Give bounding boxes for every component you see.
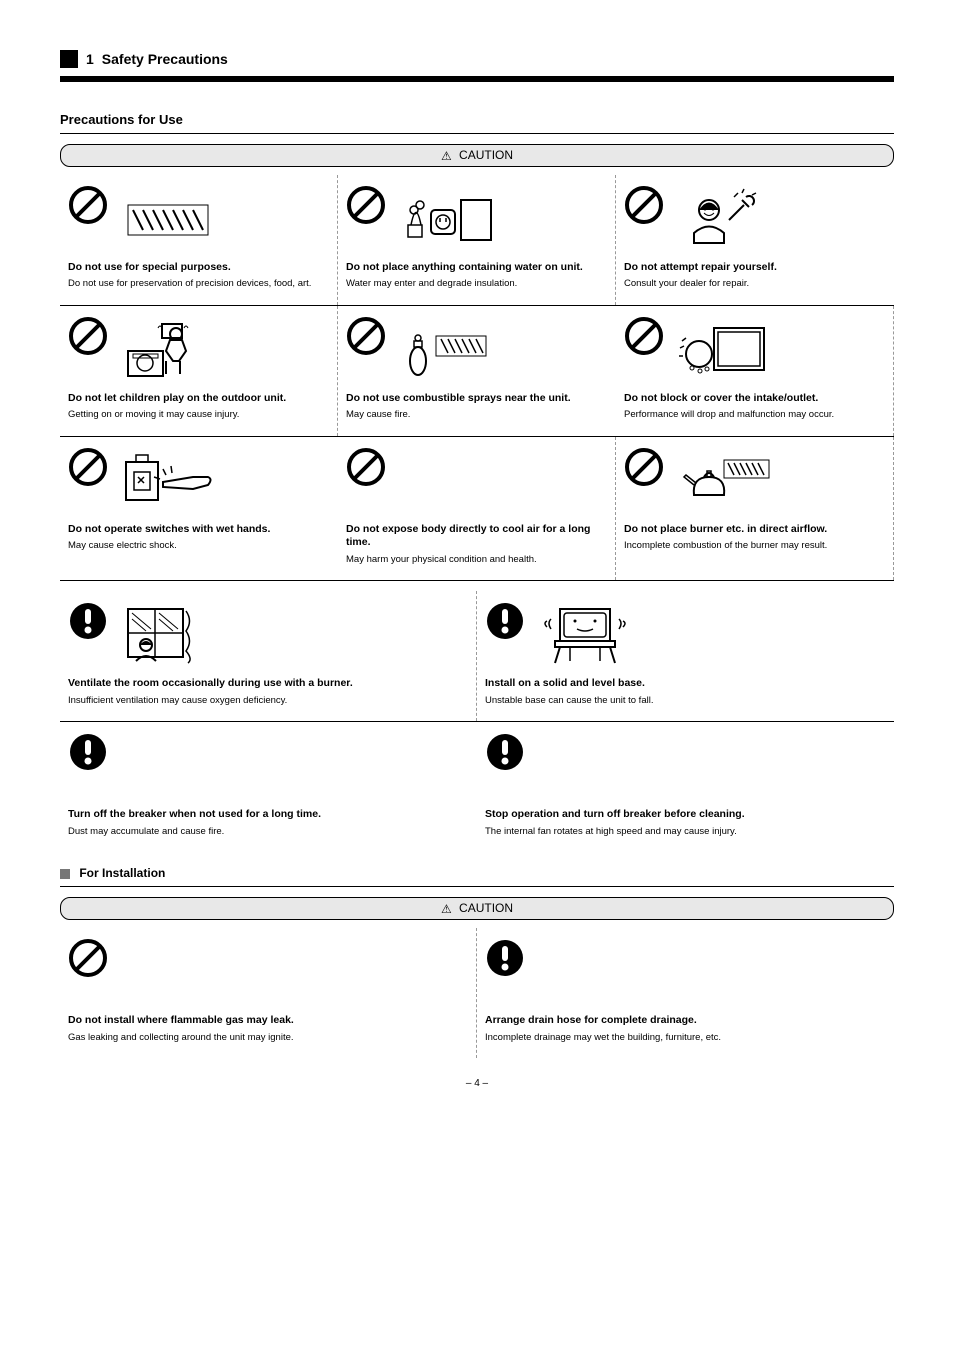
cell-body: Gas leaking and collecting around the un… [68, 1032, 468, 1044]
cell-title: Do not attempt repair yourself. [624, 261, 886, 275]
cell-title: Ventilate the room occasionally during u… [68, 677, 468, 691]
cell-title: Do not place anything containing water o… [346, 261, 607, 275]
cell-body: The internal fan rotates at high speed a… [485, 826, 886, 838]
cell-body: May harm your physical condition and hea… [346, 554, 607, 566]
section-title: Precautions for Use [60, 112, 894, 127]
cell-body: Do not use for preservation of precision… [68, 278, 329, 290]
cell-body: Consult your dealer for repair. [624, 278, 886, 290]
cell-title: Do not use for special purposes. [68, 261, 329, 275]
sub-title-text: For Installation [79, 866, 165, 880]
caution-cell: Arrange drain hose for complete drainage… [477, 928, 894, 1058]
caution-label: CAUTION [459, 148, 513, 162]
caution-cell: Do not place anything containing water o… [338, 175, 616, 305]
caution-grid-3col: Do not use for special purposes. Do not … [60, 175, 894, 581]
sub-square-icon [60, 869, 70, 879]
prohibit-icon [346, 447, 386, 487]
pictogram-unit_stand [535, 601, 635, 671]
caution-cell: Do not place burner etc. in direct airfl… [616, 437, 894, 581]
pictogram-window_person [118, 601, 218, 671]
caution-cell: Ventilate the room occasionally during u… [60, 591, 477, 721]
caution-cell: Do not block or cover the intake/outlet.… [616, 306, 894, 436]
prohibit-icon [624, 185, 664, 225]
cell-body: Incomplete drainage may wet the building… [485, 1032, 886, 1044]
caution-grid-2col-b: Do not install where flammable gas may l… [60, 928, 894, 1058]
cell-body: Incomplete combustion of the burner may … [624, 540, 885, 552]
caution-label-2: CAUTION [459, 901, 513, 915]
caution-cell: Turn off the breaker when not used for a… [60, 722, 477, 852]
cell-title: Do not install where flammable gas may l… [68, 1014, 468, 1028]
prohibit-icon [68, 447, 108, 487]
cell-body: Performance will drop and malfunction ma… [624, 409, 885, 421]
mandatory-icon [485, 732, 525, 772]
cell-title: Do not expose body directly to cool air … [346, 523, 607, 550]
prohibit-icon [624, 316, 664, 356]
prohibit-icon [68, 316, 108, 356]
mandatory-icon [485, 601, 525, 641]
caution-cell: Install on a solid and level base. Unsta… [477, 591, 894, 721]
thin-rule [60, 133, 894, 134]
mandatory-icon [68, 601, 108, 641]
prohibit-icon [346, 185, 386, 225]
cell-title: Do not place burner etc. in direct airfl… [624, 523, 885, 537]
header-square-icon [60, 50, 78, 68]
caution-bar: ⚠ CAUTION [60, 144, 894, 167]
page-header: 1 Safety Precautions [60, 50, 894, 68]
caution-cell: Do not use combustible sprays near the u… [338, 306, 616, 436]
cell-title: Do not let children play on the outdoor … [68, 392, 329, 406]
thick-rule [60, 76, 894, 82]
pictogram-kettle_grille [674, 447, 774, 517]
cell-title: Turn off the breaker when not used for a… [68, 808, 469, 822]
caution-cell: Do not let children play on the outdoor … [60, 306, 338, 436]
caution-cell: Do not operate switches with wet hands. … [60, 437, 338, 581]
pictogram-switch_hand [118, 447, 218, 517]
prohibit-icon [68, 938, 108, 978]
pictogram-spray_grille [396, 316, 496, 386]
pictogram-person_wrench [674, 185, 774, 255]
cell-body: Getting on or moving it may cause injury… [68, 409, 329, 421]
sub-section-title: For Installation [60, 866, 894, 880]
thin-rule [60, 886, 894, 887]
header-text: Safety Precautions [102, 51, 228, 67]
warning-triangle-icon: ⚠ [441, 902, 452, 916]
cell-body: May cause fire. [346, 409, 608, 421]
caution-grid-2col-a: Ventilate the room occasionally during u… [60, 591, 894, 852]
cell-body: Water may enter and degrade insulation. [346, 278, 607, 290]
warning-triangle-icon: ⚠ [441, 149, 452, 163]
caution-cell: Do not attempt repair yourself. Consult … [616, 175, 894, 305]
cell-title: Stop operation and turn off breaker befo… [485, 808, 886, 822]
cell-title: Do not operate switches with wet hands. [68, 523, 330, 537]
prohibit-icon [624, 447, 664, 487]
caution-cell: Do not use for special purposes. Do not … [60, 175, 338, 305]
cell-title: Arrange drain hose for complete drainage… [485, 1014, 886, 1028]
cell-title: Do not block or cover the intake/outlet. [624, 392, 885, 406]
cell-body: Unstable base can cause the unit to fall… [485, 695, 886, 707]
cell-title: Do not use combustible sprays near the u… [346, 392, 608, 406]
mandatory-icon [68, 732, 108, 772]
mandatory-icon [485, 938, 525, 978]
caution-bar-2: ⚠ CAUTION [60, 897, 894, 920]
caution-cell: Stop operation and turn off breaker befo… [477, 722, 894, 852]
header-label: 1 [86, 51, 94, 67]
row-rule [60, 580, 894, 581]
cell-body: May cause electric shock. [68, 540, 330, 552]
cell-title: Install on a solid and level base. [485, 677, 886, 691]
cell-body: Dust may accumulate and cause fire. [68, 826, 469, 838]
prohibit-icon [346, 316, 386, 356]
pictogram-plant_outlet [396, 185, 496, 255]
caution-cell: Do not install where flammable gas may l… [60, 928, 477, 1058]
prohibit-icon [68, 185, 108, 225]
pictogram-ball_unit [674, 316, 774, 386]
pictogram-child_lifting [118, 316, 218, 386]
pictogram-grille [118, 185, 218, 255]
page-number: – 4 – [60, 1078, 894, 1089]
cell-body: Insufficient ventilation may cause oxyge… [68, 695, 468, 707]
caution-cell: Do not expose body directly to cool air … [338, 437, 616, 581]
